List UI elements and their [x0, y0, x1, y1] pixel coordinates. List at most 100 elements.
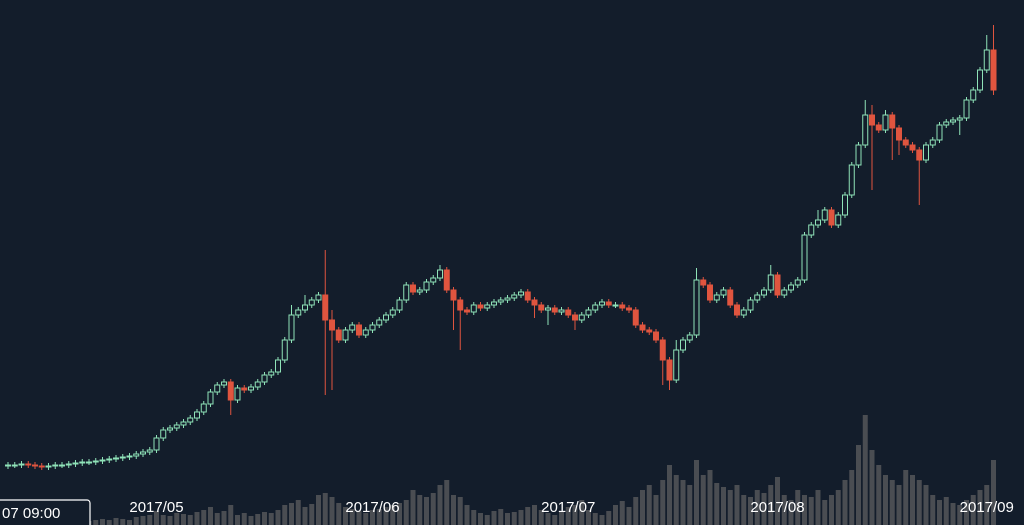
volume-bar — [241, 513, 247, 525]
volume-bar — [626, 507, 632, 525]
volume-bar — [700, 475, 706, 525]
candle-body — [538, 304, 545, 311]
candle-body — [592, 304, 599, 311]
volume-bar — [363, 513, 369, 525]
candle-body — [875, 124, 882, 131]
volume-bar — [808, 497, 814, 525]
x-tick-label: 2017/05 — [129, 499, 183, 516]
volume-bar — [417, 495, 423, 525]
volume-bar — [140, 516, 146, 525]
candle-body — [187, 417, 194, 423]
candle-body — [983, 49, 990, 71]
candle-body — [153, 437, 160, 451]
candle-body — [585, 309, 592, 316]
candle-body — [727, 289, 734, 306]
candle-body — [565, 309, 572, 316]
volume-bar — [761, 493, 767, 525]
candle-body — [106, 458, 113, 461]
volume-bar — [640, 490, 645, 525]
candle-body — [821, 209, 828, 221]
candle-body — [950, 119, 956, 123]
volume-bar — [667, 465, 672, 525]
candle-body — [396, 299, 403, 311]
candle-body — [707, 284, 713, 301]
candle-body — [335, 329, 342, 341]
candle-body — [734, 304, 740, 316]
candle-body — [5, 464, 11, 467]
volume-bar — [653, 495, 659, 525]
candle-body — [146, 449, 153, 453]
candle-body — [119, 456, 126, 459]
candle-body — [781, 289, 788, 296]
candle-body — [194, 411, 200, 419]
volume-bar — [221, 511, 227, 525]
candle-body — [767, 274, 774, 291]
volume-bar — [160, 515, 166, 525]
candle-body — [815, 219, 821, 226]
volume-bar — [478, 513, 483, 525]
candle-body — [410, 284, 416, 293]
candle-body — [848, 164, 855, 196]
candle-body — [686, 334, 693, 341]
candle-body — [11, 464, 18, 467]
volume-bar — [910, 475, 915, 525]
volume-bar — [255, 514, 261, 525]
x-tick-label: 2017/06 — [345, 499, 399, 516]
volume-bar — [592, 513, 598, 525]
candle-body — [362, 329, 369, 336]
candle-body — [126, 455, 133, 458]
candle-body — [470, 304, 477, 313]
volume-bar — [754, 490, 760, 525]
volume-bar — [127, 520, 132, 525]
volume-bar — [707, 470, 713, 525]
candle-body — [329, 319, 335, 331]
volume-bar — [795, 490, 801, 525]
candle-body — [477, 304, 484, 309]
volume-bar — [842, 480, 848, 525]
cursor-box — [0, 499, 91, 525]
candle-body — [32, 464, 38, 467]
volume-bar — [444, 480, 450, 525]
candle-body — [99, 459, 106, 462]
volume-bar — [903, 470, 909, 525]
candle-body — [923, 144, 929, 161]
volume-bar — [869, 450, 875, 525]
candle-body — [761, 289, 767, 296]
volume-bar — [970, 495, 976, 525]
label-layer: 2017/05 2017/06 2017/07 2017/08 2017/09 — [129, 499, 1013, 516]
candle-body — [207, 391, 214, 405]
volume-bar — [856, 445, 861, 525]
volume-bar — [106, 520, 112, 525]
candle-body — [747, 299, 754, 311]
candle-body — [970, 89, 977, 101]
candle-body — [160, 429, 167, 439]
candle-body — [437, 269, 443, 279]
volume-bar — [113, 518, 119, 525]
candle-body — [862, 114, 869, 146]
volume-bar — [295, 500, 301, 525]
candle-body — [545, 307, 551, 311]
volume-bar — [552, 515, 558, 525]
candle-body — [308, 299, 315, 306]
candle-body — [18, 463, 25, 466]
candle-body — [794, 279, 801, 286]
candle-body — [956, 117, 963, 121]
volume-bar — [437, 485, 443, 525]
candle-body — [268, 371, 275, 376]
volume-bar — [768, 485, 774, 525]
candle-body — [342, 329, 349, 341]
volume-bar — [538, 510, 544, 525]
volume-bar — [329, 497, 335, 525]
candle-body — [504, 297, 511, 301]
volume-bar — [687, 485, 693, 525]
candle-body — [936, 124, 943, 141]
candle-body — [605, 301, 612, 306]
candle-body — [646, 329, 653, 333]
candle-body — [221, 381, 227, 386]
candle-body — [909, 144, 916, 151]
volume-bar — [120, 519, 126, 525]
candle-body — [653, 331, 659, 341]
candle-body — [578, 314, 585, 321]
volume-bar — [984, 485, 990, 525]
candle-body — [531, 299, 538, 306]
